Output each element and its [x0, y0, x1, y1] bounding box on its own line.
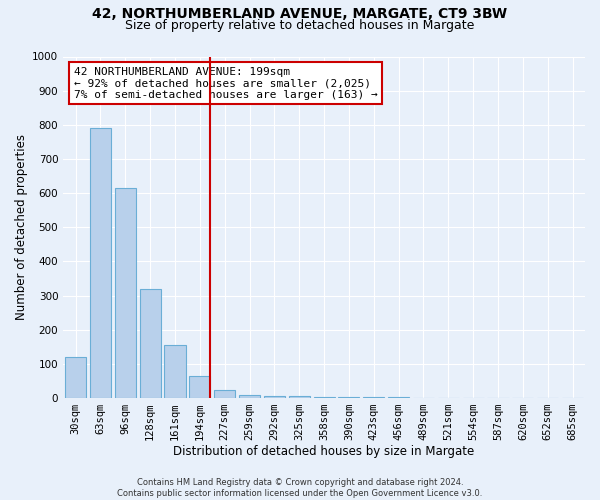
Bar [239, 394, 260, 398]
Bar [90, 128, 111, 398]
Bar [164, 345, 185, 398]
Y-axis label: Number of detached properties: Number of detached properties [15, 134, 28, 320]
Bar [264, 396, 285, 398]
Bar [289, 396, 310, 398]
Text: Size of property relative to detached houses in Margate: Size of property relative to detached ho… [125, 19, 475, 32]
Bar [65, 357, 86, 398]
Bar [189, 376, 211, 398]
Bar [338, 397, 359, 398]
X-axis label: Distribution of detached houses by size in Margate: Distribution of detached houses by size … [173, 444, 475, 458]
Bar [140, 288, 161, 398]
Text: 42 NORTHUMBERLAND AVENUE: 199sqm
← 92% of detached houses are smaller (2,025)
7%: 42 NORTHUMBERLAND AVENUE: 199sqm ← 92% o… [74, 66, 377, 100]
Bar [214, 390, 235, 398]
Bar [314, 396, 335, 398]
Text: 42, NORTHUMBERLAND AVENUE, MARGATE, CT9 3BW: 42, NORTHUMBERLAND AVENUE, MARGATE, CT9 … [92, 8, 508, 22]
Bar [115, 188, 136, 398]
Text: Contains HM Land Registry data © Crown copyright and database right 2024.
Contai: Contains HM Land Registry data © Crown c… [118, 478, 482, 498]
